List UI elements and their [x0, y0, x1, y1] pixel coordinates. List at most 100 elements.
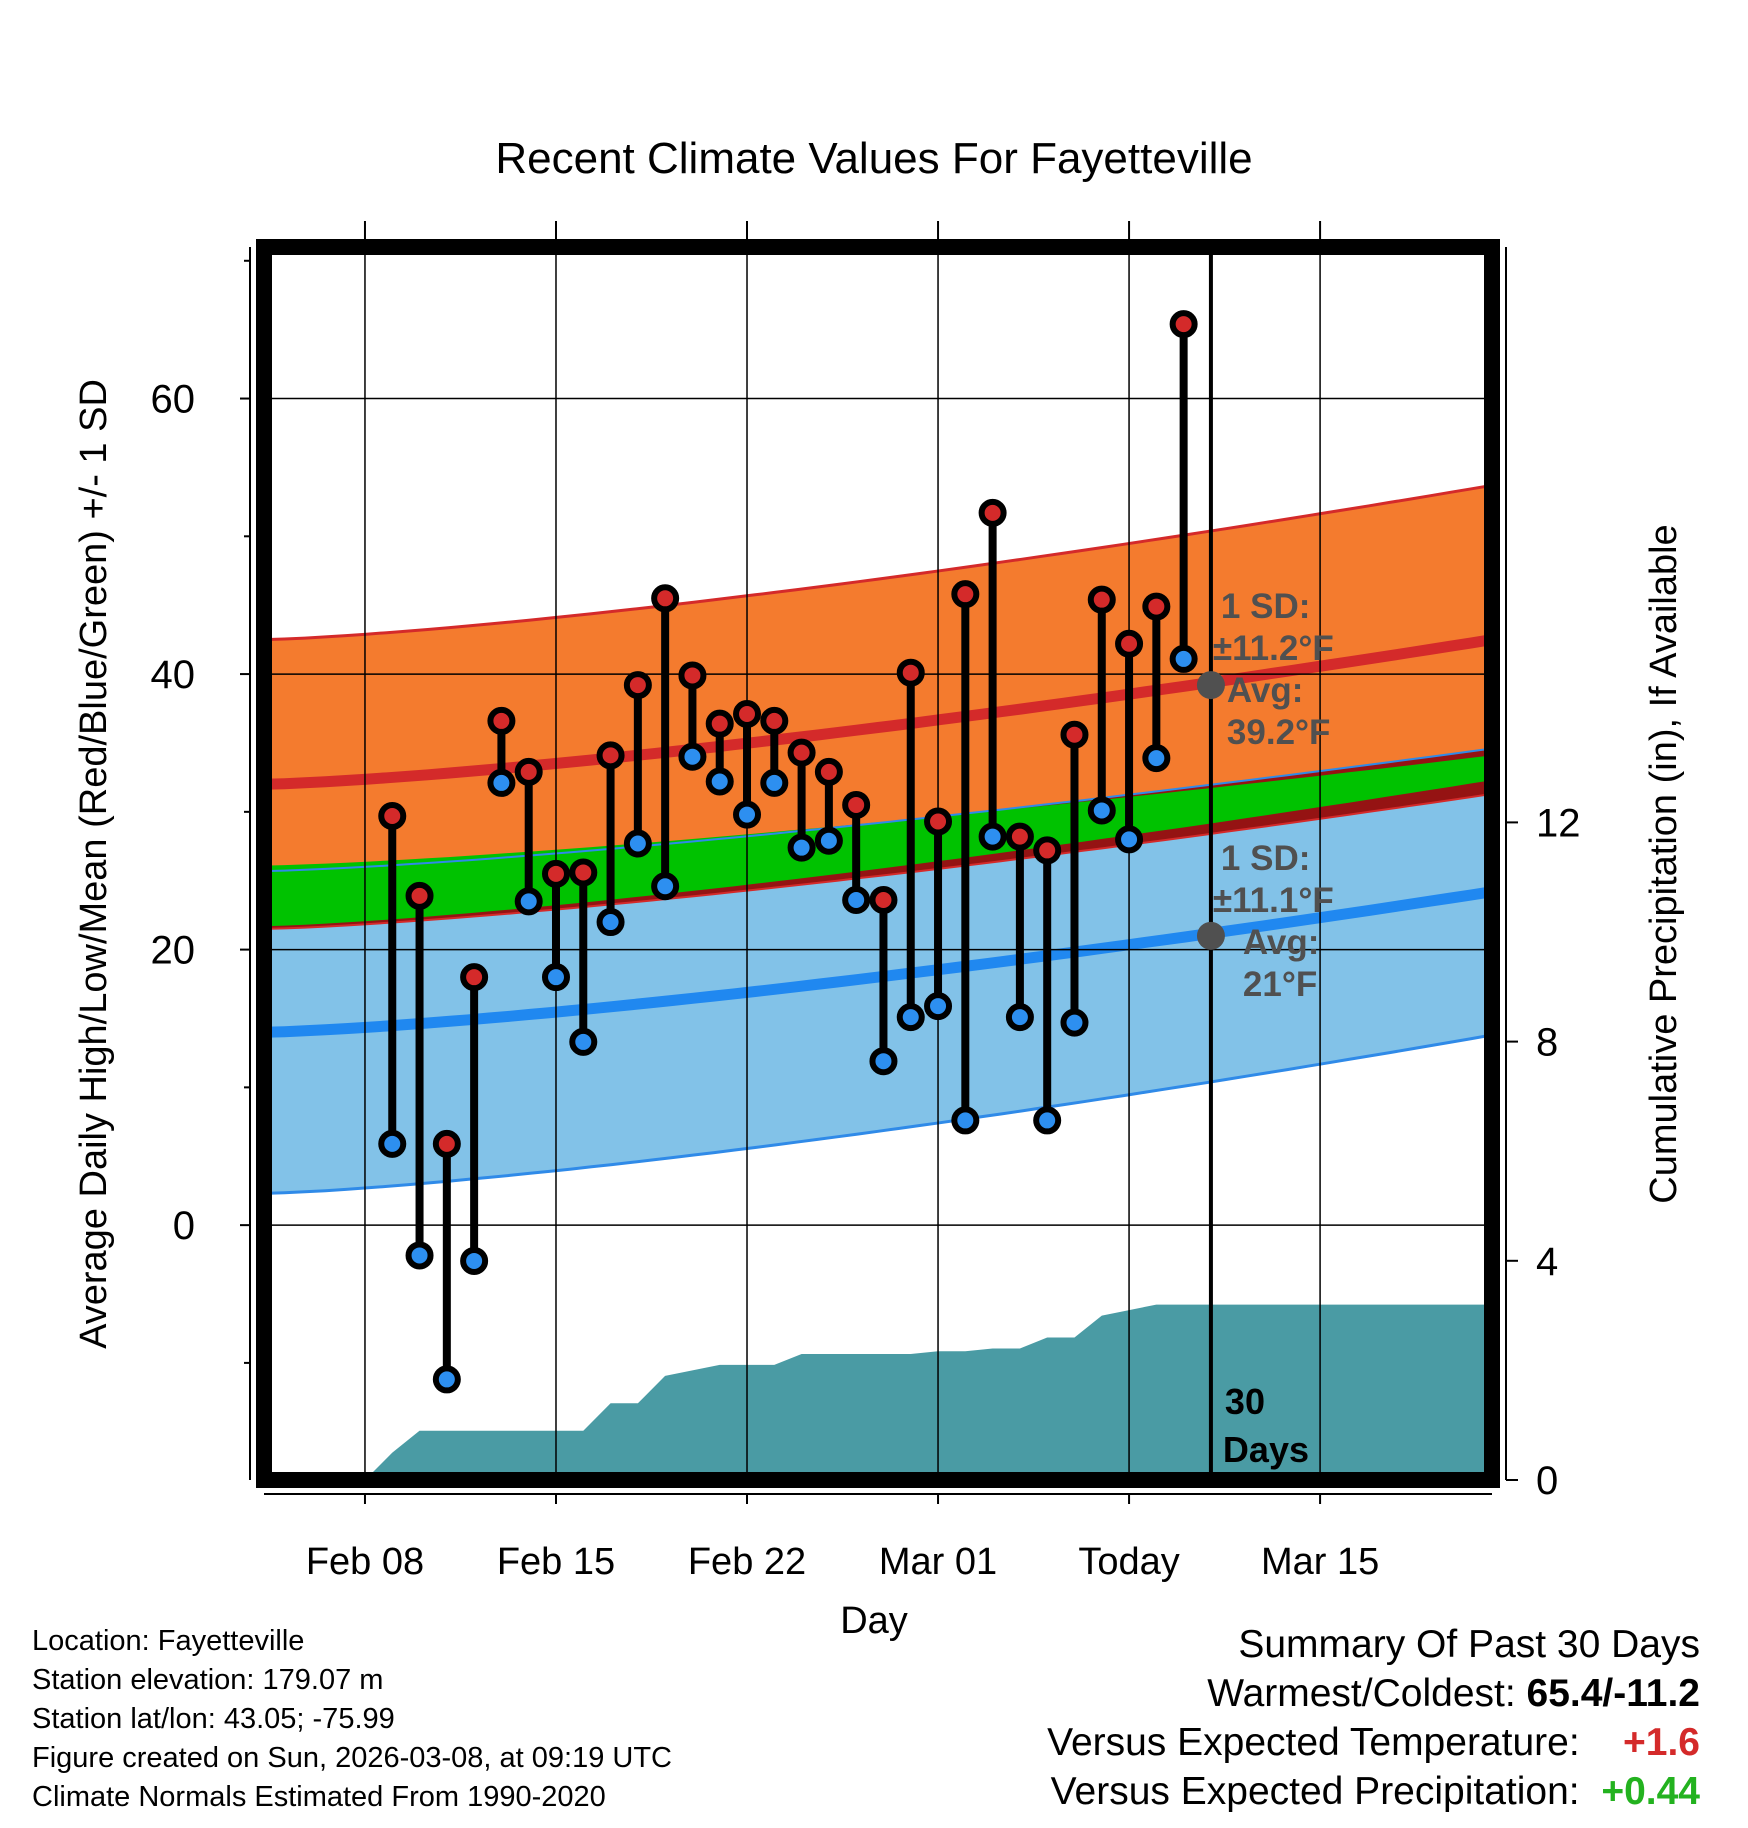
mean-sd-band [264, 755, 1492, 927]
high-marker [1060, 720, 1089, 749]
high-marker [596, 741, 625, 770]
low-marker [541, 963, 570, 992]
y-tick-label: 60 [151, 378, 196, 422]
low-marker [1169, 644, 1198, 673]
x-tick-label: Feb 08 [306, 1541, 424, 1583]
low-marker [432, 1365, 461, 1394]
high-sd-label: 1 SD: [1221, 587, 1310, 626]
temp-anomaly-value: +1.6 [1623, 1721, 1700, 1764]
x-tick-label: Mar 01 [879, 1541, 997, 1583]
low-marker [814, 826, 843, 855]
today-line-group: 30 Days [1208, 247, 1309, 1480]
high-marker [1087, 585, 1116, 614]
y2-tick-label: 12 [1536, 801, 1581, 845]
low-avg-value: 21°F [1243, 965, 1317, 1004]
x-tick-label: Today [1078, 1541, 1179, 1583]
low-marker [1005, 1003, 1034, 1032]
low-lower-edge [264, 1033, 1492, 1195]
low-marker [896, 1003, 925, 1032]
low-marker [1142, 744, 1171, 773]
high-marker [869, 886, 898, 915]
low-marker [1115, 825, 1144, 854]
x-tick-label: Mar 15 [1261, 1541, 1379, 1583]
created-text: Figure created on Sun, 2026-03-08, at 09… [32, 1742, 672, 1774]
low-marker [1087, 796, 1116, 825]
high-marker [733, 700, 762, 729]
high-avg-dot [1196, 671, 1225, 700]
x-tick-label: Feb 15 [497, 1541, 615, 1583]
summary-temp-row: Versus Expected Temperature: +1.6 [1047, 1718, 1700, 1767]
high-normal-line [264, 634, 1492, 790]
low-marker [487, 768, 516, 797]
high-marker [896, 658, 925, 687]
low-marker [651, 872, 680, 901]
high-marker [924, 807, 953, 836]
low-marker [623, 829, 652, 858]
plot-frame [256, 239, 1500, 1488]
low-sd-value: ±11.1°F [1213, 881, 1334, 920]
low-avg-label: Avg: [1243, 923, 1319, 962]
precip-days-value: 30 [1225, 1381, 1265, 1422]
elevation-text: Station elevation: 179.07 m [32, 1664, 384, 1696]
x-axis-label: Day [840, 1600, 908, 1642]
low-marker [787, 833, 816, 862]
y-axis-label: Average Daily High/Low/Mean (Red/Blue/Gr… [73, 379, 115, 1349]
low-marker [760, 768, 789, 797]
high-marker [978, 498, 1007, 527]
observations [378, 310, 1198, 1394]
station-info: Location: Fayetteville Station elevation… [32, 1622, 672, 1817]
y-tick-label: 0 [173, 1204, 195, 1248]
high-marker [569, 858, 598, 887]
summary-panel: Summary Of Past 30 Days Warmest/Coldest:… [1047, 1620, 1700, 1816]
precip-anomaly-value: +0.44 [1601, 1770, 1700, 1813]
low-normal-line [264, 886, 1492, 1038]
high-lower-edge [264, 792, 1492, 930]
normals-text: Climate Normals Estimated From 1990-2020 [32, 1781, 606, 1813]
y2-tick-label: 8 [1536, 1021, 1558, 1065]
high-marker [1005, 822, 1034, 851]
low-marker [951, 1106, 980, 1135]
high-marker [405, 881, 434, 910]
high-marker [1169, 310, 1198, 339]
high-marker [705, 709, 734, 738]
low-marker [924, 992, 953, 1021]
high-marker [1033, 836, 1062, 865]
high-marker [378, 801, 407, 830]
low-marker [596, 908, 625, 937]
plot-border [256, 239, 1500, 1488]
low-marker [378, 1129, 407, 1158]
low-avg-dot [1196, 921, 1225, 950]
low-marker [514, 887, 543, 916]
low-marker [842, 886, 871, 915]
latlon-text: Station lat/lon: 43.05; -75.99 [32, 1703, 395, 1735]
low-marker [705, 767, 734, 796]
y2-tick-label: 4 [1536, 1240, 1558, 1284]
high-marker [842, 790, 871, 819]
low-sd-label: 1 SD: [1221, 839, 1310, 878]
high-marker [487, 706, 516, 735]
temp-anomaly-label: Versus Expected Temperature: [1047, 1721, 1580, 1764]
precip-area [365, 1304, 1492, 1480]
y-tick-label: 20 [151, 929, 196, 973]
high-marker [760, 706, 789, 735]
low-marker [1033, 1106, 1062, 1135]
location-text: Location: Fayetteville [32, 1625, 305, 1657]
high-marker [541, 859, 570, 888]
high-marker [432, 1129, 461, 1158]
high-upper-edge [264, 483, 1492, 642]
x-tick-label: Feb 22 [688, 1541, 806, 1583]
high-marker [787, 738, 816, 767]
low-marker [733, 800, 762, 829]
high-marker [514, 757, 543, 786]
high-marker [460, 963, 489, 992]
y2-axis-label: Cumulative Precipitation (in), If Availa… [1643, 524, 1685, 1203]
y-tick-label: 40 [151, 653, 196, 697]
high-avg-value: 39.2°F [1227, 713, 1331, 752]
high-marker [1142, 592, 1171, 621]
precip-area-fill [365, 1304, 1492, 1480]
low-marker [678, 742, 707, 771]
axes: 0 20 40 60 0 4 8 12 Feb 08 Feb 15 Feb 22 Mar 01 Toda… [151, 221, 1581, 1583]
high-marker [1115, 629, 1144, 658]
